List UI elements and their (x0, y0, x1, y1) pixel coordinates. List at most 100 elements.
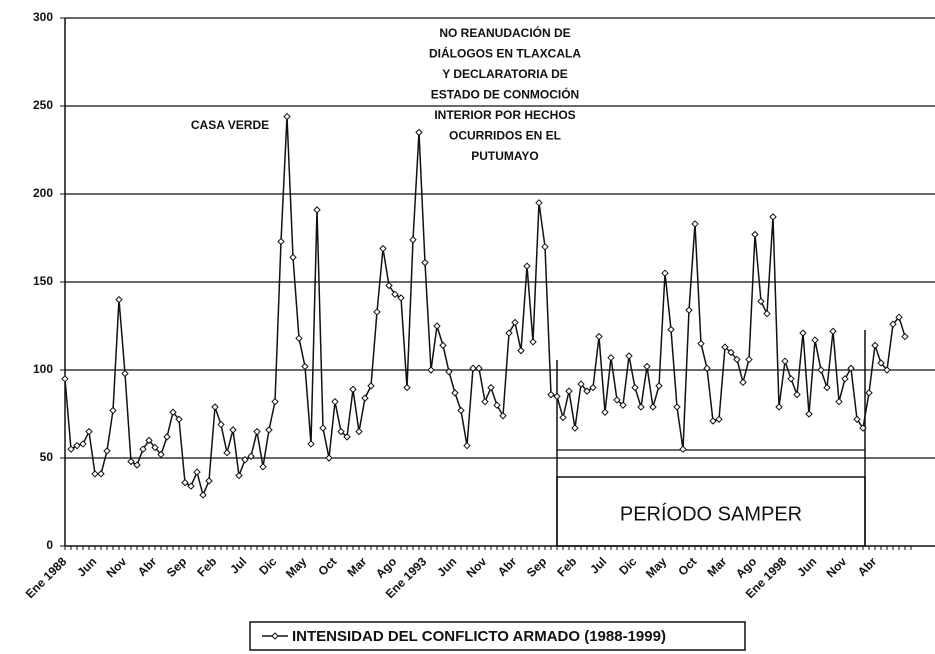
point (547, 390, 555, 399)
point (211, 403, 219, 411)
point (733, 355, 741, 364)
point (397, 294, 405, 302)
point (853, 415, 861, 423)
point (775, 403, 783, 411)
annotation: Y DECLARATORIA DE (442, 67, 568, 81)
point (349, 385, 357, 394)
point (463, 441, 471, 450)
point (727, 348, 735, 357)
point (229, 426, 237, 434)
point (559, 413, 567, 422)
point (469, 364, 477, 372)
x-tick-label: Sep (164, 554, 189, 579)
point (73, 441, 81, 450)
point (133, 461, 141, 469)
point (871, 341, 879, 350)
y-tick-label: 150 (33, 274, 53, 288)
point (391, 290, 399, 299)
x-tick-label: Nov (823, 554, 849, 580)
x-tick-label: Oct (315, 554, 339, 578)
legend-label: INTENSIDAD DEL CONFLICTO ARMADO (1988-19… (292, 628, 666, 645)
x-tick-label: Feb (194, 554, 219, 579)
point (451, 389, 459, 397)
point (103, 447, 111, 455)
point (457, 406, 465, 415)
point (427, 366, 435, 374)
point (85, 427, 93, 436)
x-tick-label: Abr (135, 554, 160, 579)
point (319, 424, 327, 432)
point (415, 128, 423, 137)
point (115, 295, 123, 304)
point (313, 206, 321, 214)
point (877, 359, 885, 367)
point (235, 471, 243, 480)
point (649, 403, 657, 411)
x-tick-label: Jun (794, 554, 819, 579)
point (721, 343, 729, 351)
point (631, 383, 639, 392)
point (403, 383, 411, 392)
point (331, 397, 339, 406)
annotation: PUTUMAYO (471, 149, 539, 163)
point (151, 443, 159, 452)
period-box (556, 476, 866, 547)
y-tick-label: 200 (33, 186, 53, 200)
point (163, 433, 171, 441)
point (385, 281, 393, 290)
point (199, 491, 207, 499)
point (361, 394, 369, 402)
point (901, 332, 909, 341)
point (751, 230, 759, 239)
point (175, 415, 183, 423)
point (763, 309, 771, 318)
point (409, 236, 417, 244)
point (823, 383, 831, 392)
point (865, 389, 873, 397)
point (205, 477, 213, 485)
point (895, 313, 903, 321)
point (805, 410, 813, 418)
point (421, 258, 429, 267)
point (829, 327, 837, 335)
point (379, 244, 387, 253)
point (265, 426, 273, 434)
point (607, 353, 615, 362)
y-tick-label: 300 (33, 10, 53, 24)
x-tick-label: Oct (675, 554, 699, 578)
point (145, 436, 153, 445)
point (523, 262, 531, 270)
point (277, 237, 285, 246)
point (787, 375, 795, 383)
point (373, 308, 381, 316)
point (439, 341, 447, 350)
point (187, 482, 195, 490)
point (433, 322, 441, 330)
x-tick-label: May (283, 554, 310, 581)
x-tick-label: Ago (733, 554, 759, 580)
point (883, 366, 891, 374)
point (595, 332, 603, 341)
x-tick-label: May (643, 554, 670, 581)
y-tick-label: 50 (40, 450, 54, 464)
point (553, 392, 561, 401)
point (745, 355, 753, 364)
point (127, 457, 135, 466)
x-tick-label: Dic (256, 554, 279, 577)
annotation: INTERIOR POR HECHOS (434, 108, 575, 122)
point (757, 297, 765, 306)
point (325, 454, 333, 462)
point (343, 433, 351, 441)
point (709, 417, 717, 425)
y-tick-label: 100 (33, 362, 53, 376)
point (565, 387, 573, 395)
x-tick-label: Jun (74, 554, 99, 579)
point (307, 440, 315, 448)
point (337, 427, 345, 436)
point (511, 318, 519, 327)
point (799, 329, 807, 337)
point (817, 366, 825, 374)
point (679, 445, 687, 453)
x-tick-label: Dic (616, 554, 639, 577)
point (271, 397, 279, 406)
